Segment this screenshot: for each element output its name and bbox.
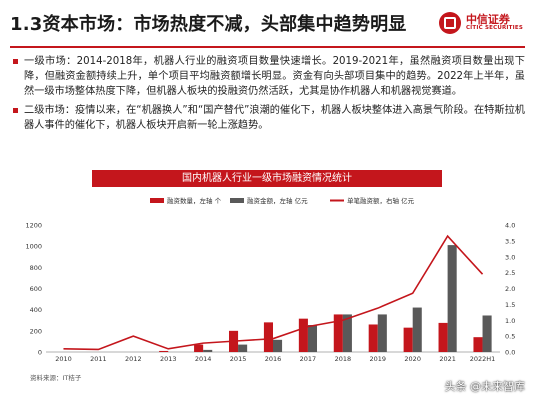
bar	[159, 350, 169, 352]
y-tick-label-left: 800	[30, 264, 42, 272]
data-source: 资料来源：IT桔子	[30, 374, 82, 382]
y-tick-label-left: 200	[30, 327, 42, 335]
y-tick-label-right: 1.0	[505, 317, 515, 325]
y-tick-label-left: 400	[30, 306, 42, 314]
x-tick-label: 2019	[369, 355, 386, 363]
bar	[482, 315, 492, 352]
x-tick-label: 2010	[55, 355, 72, 363]
financing-chart: 融资数量，左轴 个 融资金额，左轴 亿元 单笔融资额，右轴 亿元 0 200 400 600…	[25, 196, 515, 363]
y-tick-label-left: 1200	[25, 222, 42, 230]
y-tick-label-right: 1.5	[505, 301, 515, 309]
x-tick-label: 2021	[439, 355, 456, 363]
y-tick-label-left: 1000	[25, 243, 42, 251]
x-tick-label: 2016	[265, 355, 282, 363]
slide-header: 1.3资本市场：市场热度不减，头部集中趋势明显 中信证券 CITIC SECUR…	[0, 0, 535, 46]
y-tick-label-left: 600	[30, 285, 42, 293]
y-tick-label-right: 3.5	[505, 237, 515, 245]
legend-swatch	[150, 198, 164, 203]
x-tick-label: 2013	[160, 355, 177, 363]
watermark-text: 头条 @未来智库	[444, 380, 526, 393]
company-logo: 中信证券 CITIC SECURITIES	[438, 10, 523, 36]
bar	[403, 327, 413, 352]
x-tick-label: 2020	[404, 355, 421, 363]
x-tick-label: 2018	[335, 355, 352, 363]
bar	[412, 307, 422, 352]
bar	[377, 314, 387, 352]
legend-swatch	[230, 198, 244, 203]
y-tick-label-right: 0.0	[505, 349, 515, 357]
bar	[447, 245, 457, 352]
header-divider	[10, 46, 525, 48]
logo-chinese-name: 中信证券	[465, 13, 510, 27]
series-line	[63, 234, 484, 351]
bar	[368, 324, 378, 352]
legend-label: 单笔融资额，右轴 亿元	[347, 196, 415, 205]
logo-english-name: CITIC SECURITIES	[465, 24, 523, 31]
bullet-list: 一级市场：2014-2018年，机器人行业的融资项目数量快速增长。2019-20…	[10, 54, 525, 137]
bar	[333, 314, 343, 352]
x-tick-label: 2022H1	[470, 355, 496, 363]
citic-logo-icon	[438, 12, 461, 34]
y-tick-label-right: 3.0	[505, 253, 515, 261]
x-tick-label: 2011	[90, 355, 107, 363]
x-tick-label: 2015	[230, 355, 247, 363]
bar	[203, 349, 213, 352]
chart-title: 国内机器人行业一级市场融资情况统计	[92, 170, 442, 187]
bar	[263, 322, 273, 352]
x-tick-label: 2012	[125, 355, 142, 363]
bar	[273, 339, 283, 352]
y-tick-label-right: 2.5	[505, 269, 515, 277]
bar	[342, 314, 352, 352]
legend-label: 融资数量，左轴 个	[167, 196, 222, 205]
bar	[473, 337, 483, 352]
watermark: 头条 @未来智库	[445, 378, 526, 394]
bar	[194, 344, 204, 352]
bar	[238, 344, 248, 352]
y-tick-label-right: 0.5	[505, 333, 515, 341]
x-tick-label: 2014	[195, 355, 212, 363]
bar	[307, 325, 318, 352]
legend-label: 融资金额，左轴 亿元	[247, 196, 308, 205]
bullet-secondary-market: 二级市场：疫情以来，在“机器换人”和“国产替代”浪潮的催化下，机器人板块整体进入…	[10, 103, 525, 133]
y-tick-label-right: 2.0	[505, 285, 515, 293]
bullet-primary-market: 一级市场：2014-2018年，机器人行业的融资项目数量快速增长。2019-20…	[10, 54, 525, 99]
bar	[438, 322, 448, 352]
y-tick-label-right: 4.0	[505, 222, 515, 230]
x-tick-label: 2017	[300, 355, 317, 363]
page-title: 1.3资本市场：市场热度不减，头部集中趋势明显	[10, 14, 407, 35]
y-tick-label-left: 0	[38, 349, 42, 357]
bar	[298, 318, 308, 352]
